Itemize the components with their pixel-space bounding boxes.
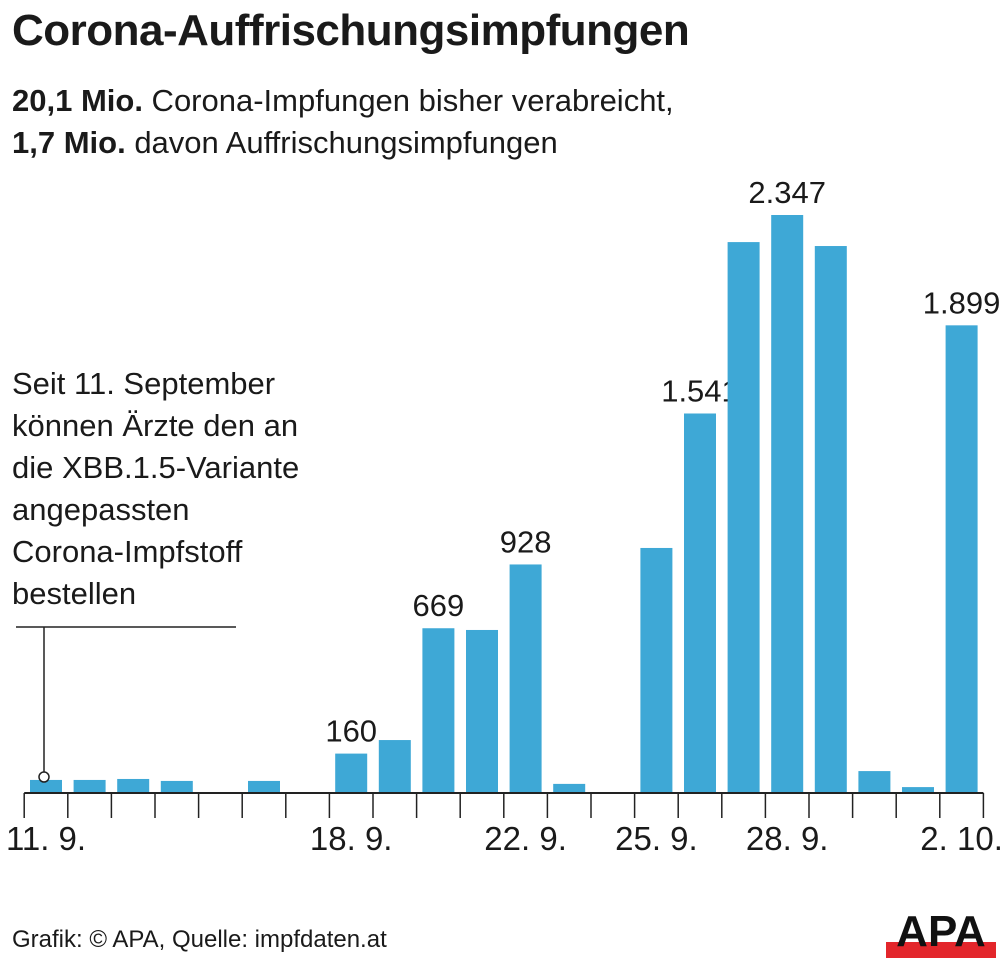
bar-12.9. [73, 779, 106, 793]
bar-30.9. [858, 771, 891, 793]
subtitle-text-1: Corona-Impfungen bisher verabreicht, [142, 83, 674, 118]
annotation-line: Corona-Impfstoff [12, 534, 243, 569]
annotation-line: Seit 11. September [12, 366, 276, 401]
annotation-line: angepassten [12, 492, 190, 527]
source-credit: Grafik: © APA, Quelle: impfdaten.at [12, 926, 387, 953]
bar-26.9. [684, 413, 716, 793]
data-label: 1.899 [923, 285, 1001, 320]
annotation-marker [38, 771, 50, 783]
bar-28.9. [771, 215, 804, 793]
bar-23.9. [553, 783, 586, 793]
x-tick-label: 25. 9. [615, 820, 698, 857]
bar-25.9. [640, 547, 673, 793]
annotation: Seit 11. September können Ärzte den an d… [12, 363, 299, 615]
annotation-line: die XBB.1.5-Variante [12, 450, 300, 485]
bar-16.9. [248, 780, 280, 793]
annotation-line: bestellen [12, 576, 137, 611]
bar-20.9. [422, 628, 455, 793]
bar-14.9. [160, 780, 193, 793]
bar-19.9. [378, 740, 411, 793]
bar-13.9. [117, 778, 150, 793]
x-tick-label: 18. 9. [310, 820, 393, 857]
x-tick-label: 2. 10. [920, 820, 1003, 857]
booster-vaccinations: 1,7 Mio. [12, 125, 126, 160]
bar-21.9. [466, 629, 498, 793]
data-label: 2.347 [748, 175, 826, 210]
bar-27.9. [727, 242, 760, 793]
bar-2.10. [945, 325, 978, 793]
annotation-line: können Ärzte den an [12, 408, 299, 443]
chart-title: Corona-Auffrischungsimpfungen [12, 6, 690, 55]
subtitle-text-2: davon Auffrischungsimpfungen [125, 125, 558, 160]
bar-11.9. [30, 779, 62, 793]
data-label: 928 [500, 524, 552, 559]
data-label: 1.541 [661, 373, 739, 408]
apa-logo: APA [886, 908, 996, 958]
x-tick-label: 22. 9. [484, 820, 567, 857]
total-vaccinations: 20,1 Mio. [12, 83, 143, 118]
bar-22.9. [509, 564, 542, 793]
bar-18.9. [335, 753, 368, 793]
svg-text:APA: APA [896, 908, 986, 956]
x-tick-label: 11. 9. [6, 820, 86, 857]
data-label: 160 [325, 714, 377, 749]
bar-1.10. [902, 787, 934, 793]
x-tick-label: 28. 9. [746, 820, 829, 857]
subtitle: 20,1 Mio. Corona-Impfungen bisher verabr… [12, 80, 674, 164]
bar-29.9. [814, 246, 847, 793]
data-label: 669 [413, 588, 465, 623]
